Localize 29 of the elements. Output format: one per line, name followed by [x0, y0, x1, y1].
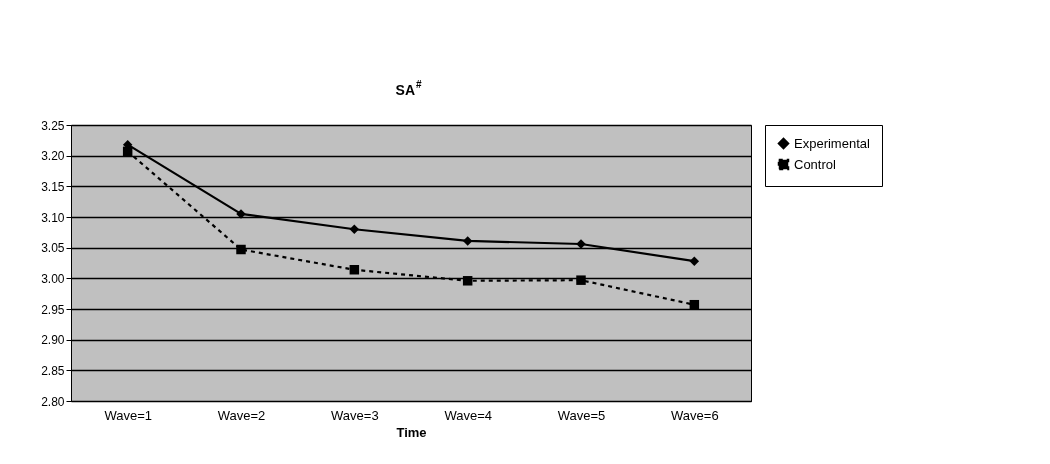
x-tick-label: Wave=1 [104, 407, 152, 423]
x-tick-label: Wave=2 [217, 407, 266, 423]
x-tick-label: Wave=3 [331, 407, 379, 423]
y-tick-label: 3.00 [41, 271, 65, 286]
legend-label: Control [794, 156, 837, 172]
y-tick-label: 3.10 [41, 210, 65, 225]
legend-label: Experimental [794, 135, 870, 151]
point [462, 236, 473, 246]
y-tick-label: 3.20 [41, 149, 65, 164]
point [689, 256, 700, 266]
y-tick-label: 2.85 [41, 363, 65, 378]
y-tick-label: 2.90 [41, 333, 65, 348]
y-tick-label: 3.05 [41, 241, 65, 256]
point [236, 244, 246, 255]
point [122, 146, 133, 157]
point [689, 299, 700, 310]
x-tick-label: Wave=5 [557, 407, 606, 423]
x-axis-title: Time [396, 424, 427, 440]
y-tick-label: 3.25 [41, 118, 65, 133]
point [349, 224, 360, 235]
y-tick-label: 3.15 [41, 179, 65, 194]
x-tick-label: Wave=4 [444, 407, 492, 423]
point [349, 265, 360, 275]
point [576, 275, 586, 285]
y-tick-label: 2.95 [41, 302, 65, 317]
x-tick-label: Wave=6 [671, 407, 719, 423]
point [462, 276, 473, 286]
chart-title: SA# [395, 79, 422, 98]
y-tick-label: 2.80 [41, 394, 65, 409]
